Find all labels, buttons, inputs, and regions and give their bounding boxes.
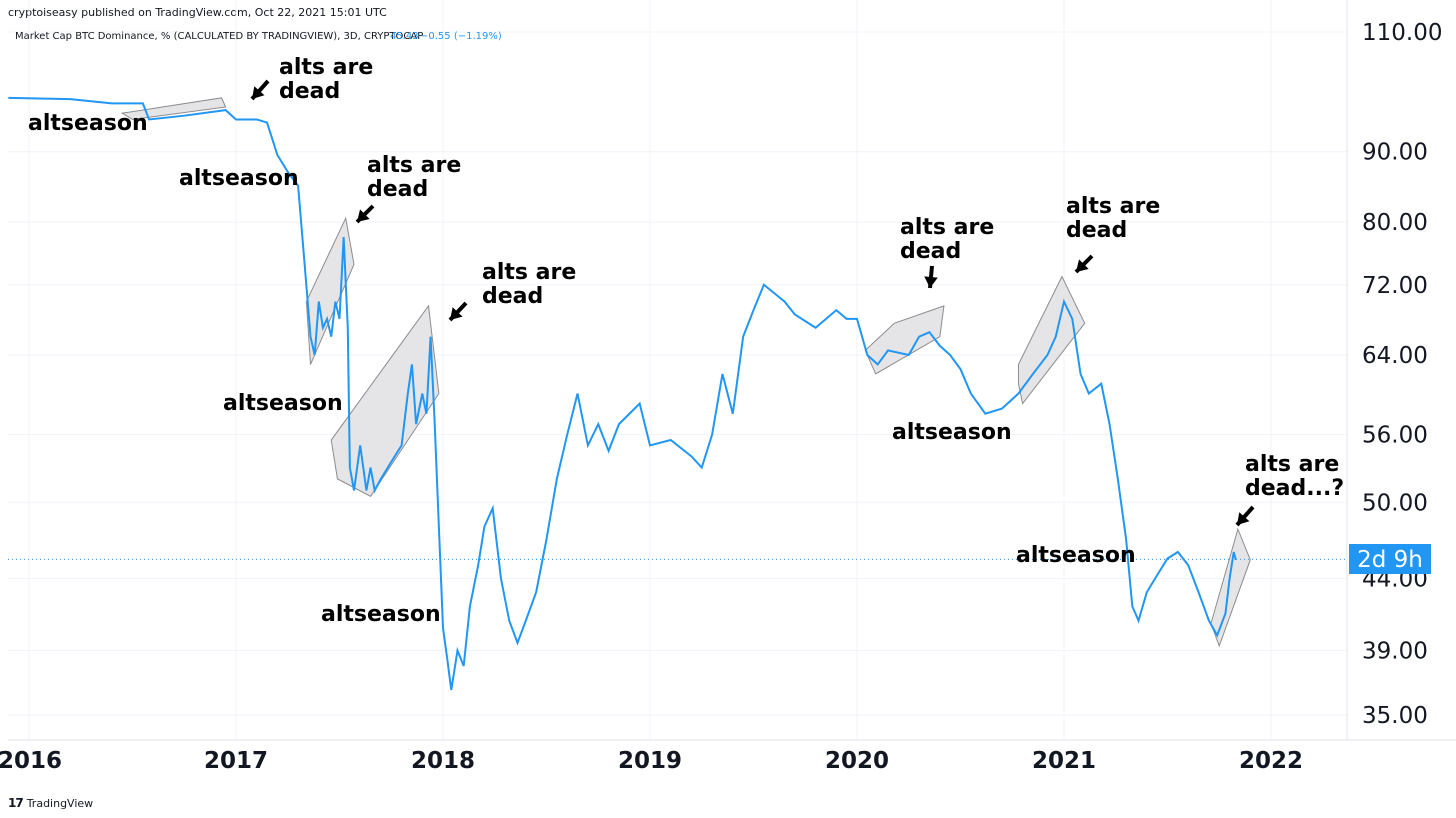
arrow-icon <box>448 301 468 322</box>
tradingview-logo-icon: 17 <box>8 796 24 810</box>
arrow-icon <box>1235 505 1255 527</box>
price-axis: 110.0090.0080.0072.0064.0056.0050.0044.0… <box>1362 20 1442 729</box>
price-tick-label: 50.00 <box>1362 490 1428 516</box>
annotation-box <box>330 304 440 497</box>
alts-are-dead-label: alts are <box>367 153 461 178</box>
time-axis: 2016 2017 2018 2019 2020 2021 2022 <box>0 748 1303 774</box>
chart-legend: Market Cap BTC Dominance, % (CALCULATED … <box>15 31 502 42</box>
arrow-icon <box>924 265 938 289</box>
time-tick-label: 2018 <box>411 748 475 774</box>
alts-are-dead-label: dead <box>279 79 340 104</box>
countdown-badge <box>1349 544 1431 574</box>
annotation-box <box>1210 527 1251 648</box>
time-tick-label: 2021 <box>1032 748 1096 774</box>
alts-are-dead-label: alts are <box>1245 452 1339 477</box>
alts-are-dead-label: alts are <box>482 260 576 285</box>
altseason-label: altseason <box>321 602 441 627</box>
altseason-label: altseason <box>179 166 299 191</box>
alts-are-dead-label: dead <box>900 239 961 264</box>
price-tick-label: 72.00 <box>1362 273 1428 299</box>
price-tick-label: 39.00 <box>1362 638 1428 664</box>
price-tick-label: 90.00 <box>1362 140 1428 166</box>
time-tick-label: 2016 <box>0 748 62 774</box>
altseason-label: altseason <box>223 391 343 416</box>
alts-are-dead-label: alts are <box>900 215 994 240</box>
price-tick-label: 56.00 <box>1362 423 1428 449</box>
price-tick-label: 80.00 <box>1362 210 1428 236</box>
legend-change: −0.55 (−1.19%) <box>420 31 502 42</box>
alts-are-dead-label: dead <box>1066 218 1127 243</box>
tradingview-footer: 17 TradingView <box>8 796 93 810</box>
alts-are-dead-label: alts are <box>279 55 373 80</box>
published-by-header: cryptoiseasy published on TradingView.co… <box>8 6 387 19</box>
price-tick-label: 64.00 <box>1362 343 1428 369</box>
legend-symbol: Market Cap BTC Dominance, % (CALCULATED … <box>15 31 423 42</box>
btc-dominance-series-line <box>8 96 1237 691</box>
alts-are-dead-label: dead <box>482 284 543 309</box>
altseason-label: altseason <box>1016 543 1136 568</box>
altseason-label: altseason <box>28 111 148 136</box>
annotation-box <box>864 305 945 375</box>
price-tick-label: 35.00 <box>1362 703 1428 729</box>
arrow-icon <box>1074 254 1094 274</box>
time-tick-label: 2020 <box>825 748 889 774</box>
alts-are-dead-label: alts are <box>1066 194 1160 219</box>
time-tick-label: 2019 <box>618 748 682 774</box>
alts-are-dead-label: dead <box>367 177 428 202</box>
chart-annotations: altseason altseason altseason altseason alts… <box>28 55 1344 627</box>
arrow-icon <box>250 79 270 101</box>
tradingview-brand: TradingView <box>26 796 94 810</box>
legend-value: 45.43 <box>390 31 419 42</box>
price-tick-label: 110.00 <box>1362 20 1442 46</box>
arrow-icon <box>355 204 375 224</box>
chart-grid <box>8 0 1347 740</box>
alts-are-dead-label: dead...? <box>1245 476 1344 501</box>
altseason-label: altseason <box>892 420 1012 445</box>
countdown-label: 2d 9h <box>1357 547 1423 573</box>
time-tick-label: 2022 <box>1239 748 1303 774</box>
time-tick-label: 2017 <box>204 748 268 774</box>
